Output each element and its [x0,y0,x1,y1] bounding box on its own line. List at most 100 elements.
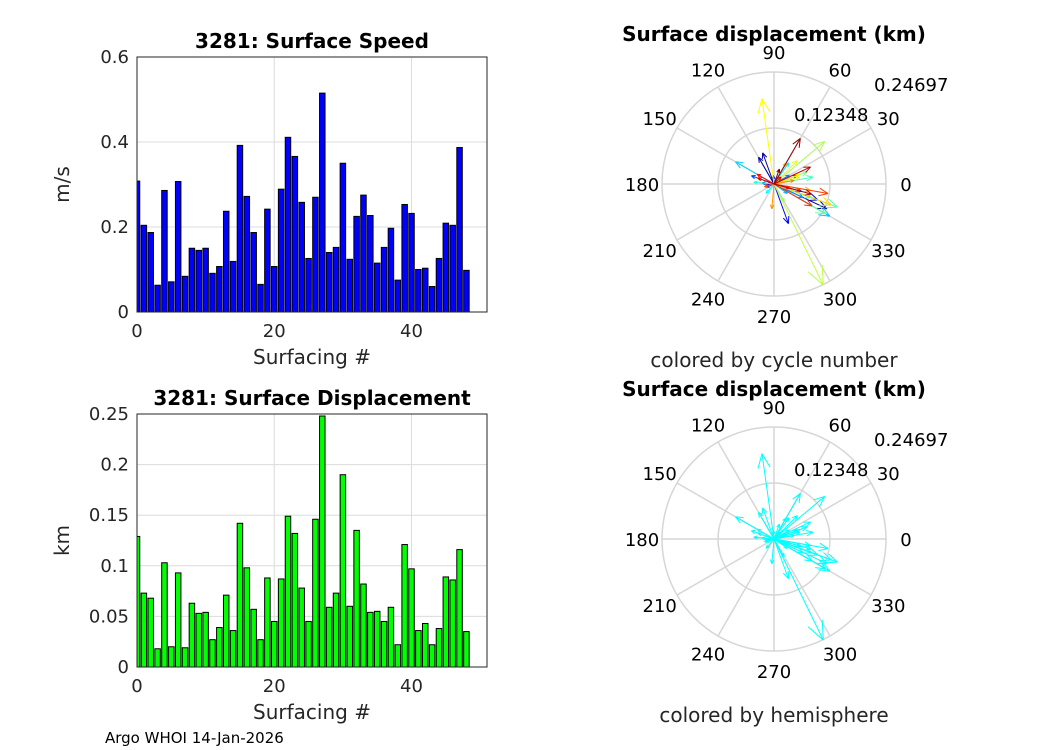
bar [168,281,175,312]
x-axis-label: Surfacing # [253,345,371,369]
arrow-head [790,179,795,181]
arrow-head [805,166,811,173]
bar [380,620,388,667]
arrow-head [753,181,758,185]
bar [188,247,196,312]
angle-label: 60 [829,416,852,437]
arrow-head [782,572,789,579]
bar [442,576,450,667]
arrow-head [815,567,826,570]
bar [264,577,271,667]
bar [195,249,203,312]
footer-label: Argo WHOI 14-Jan-2026 [105,729,284,747]
bar [271,620,278,667]
displacement-arrow [773,183,829,195]
angle-label: 90 [763,398,786,419]
arrow-head [806,554,813,562]
displacement-arrow [773,179,795,185]
arrow-head [795,531,801,536]
bar [360,583,367,667]
bar [456,549,463,667]
bar [325,606,333,667]
bar [428,286,436,312]
arrow-head [758,157,760,163]
displacement-arrow [765,538,775,549]
angle-label: 150 [643,464,677,485]
arrow-head [794,160,798,167]
bar [435,257,443,312]
arrow-head [806,199,813,207]
bar [181,275,189,312]
arrow-head [798,493,801,503]
bar [243,567,251,667]
arrow-head [756,173,760,178]
bar [332,592,340,667]
bar [339,474,347,667]
bar [408,568,415,667]
y-axis-label: km [50,525,74,556]
y-tick-label: 0.4 [100,132,129,153]
bar [284,136,292,312]
arrow-head [753,536,758,540]
x-axis-label: Surfacing # [253,700,371,724]
arrow-head [798,547,804,553]
arrow-head [776,523,780,528]
bar [339,162,347,312]
arrow-head [795,529,800,534]
angle-label: 30 [877,464,900,485]
bar [332,246,340,312]
bar [325,252,333,312]
arrow-head [790,534,795,536]
bar [216,627,223,667]
bar [216,266,223,312]
arrow-head [758,512,760,518]
bar [449,579,456,667]
arrow-head [757,453,763,469]
arrow-head [787,517,790,523]
bar [360,194,367,312]
arrow-head [771,559,775,565]
arrow-head [804,204,813,207]
arrow-head [735,161,744,164]
x-tick-label: 40 [400,676,423,697]
displacement-arrow [773,183,812,195]
arrow-head [787,162,790,168]
arrow-head [802,171,808,177]
polar-title: Surface displacement (km) [622,22,926,46]
bar [353,529,360,667]
angle-label: 240 [691,644,725,665]
arrow-head [764,186,769,188]
displacement-arrow [756,173,775,185]
displacement-arrow [773,496,826,540]
bar [168,646,175,667]
x-tick-label: 20 [263,676,286,697]
displacement-arrow [756,528,775,540]
bar [202,611,209,667]
arrow-head [762,507,768,513]
arrow-head [782,217,789,224]
bar [408,212,415,312]
arrow-head [828,553,838,563]
y-tick-label: 0.15 [89,505,129,526]
displacement-arrow [758,512,775,540]
x-tick-label: 0 [131,676,142,697]
arrow-head [777,176,782,179]
displacement-arrow [758,157,775,185]
arrow-head [758,511,764,517]
y-tick-label: 0.1 [100,556,129,577]
displacement-arrow [771,183,775,209]
arrow-head [819,542,829,549]
arrow-head [792,138,801,145]
displacement-arrow [773,538,789,579]
arrow-head [806,176,814,182]
ring-label-outer: 0.24697 [874,430,948,451]
angle-label: 300 [823,644,857,665]
bar [137,535,141,667]
displacement-arrow [773,183,824,286]
bar [137,180,141,312]
bar [463,269,470,312]
displacement-arrow [773,521,811,540]
bar [373,262,381,312]
displacement-arrow [757,532,775,540]
